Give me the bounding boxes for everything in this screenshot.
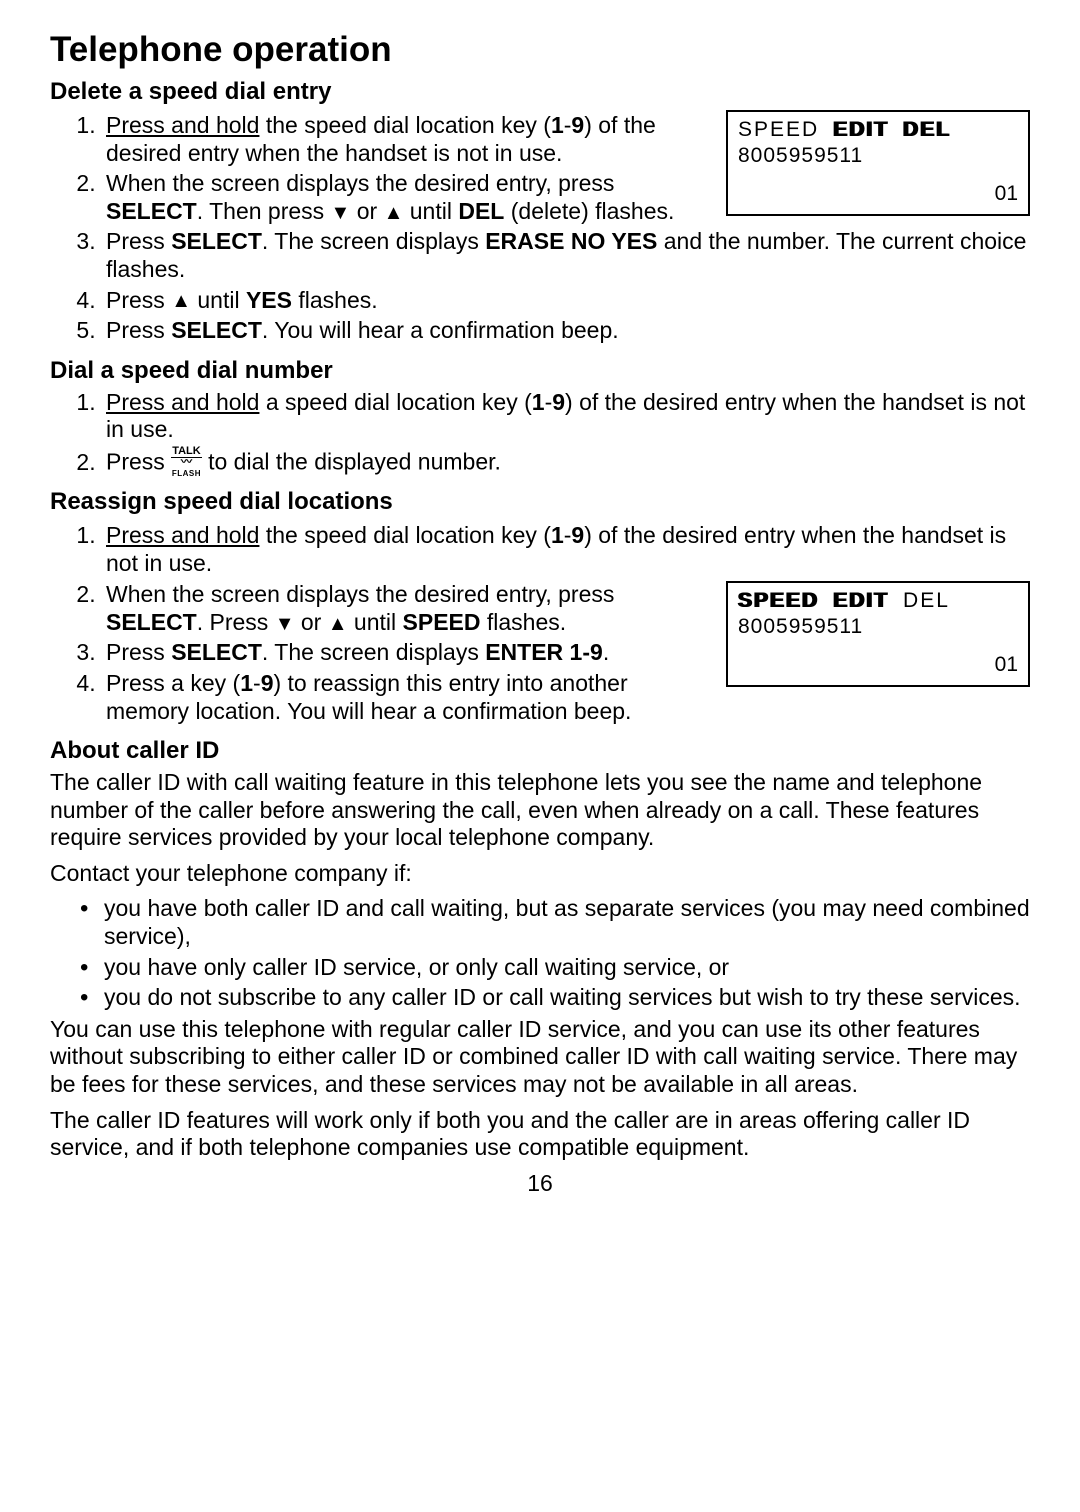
manual-page: Telephone operation Delete a speed dial … <box>0 0 1080 1217</box>
dial-steps: Press and hold a speed dial location key… <box>50 389 1030 480</box>
list-item: Press ▲ until YES flashes. <box>102 287 1030 315</box>
section-heading-dial: Dial a speed dial number <box>50 357 1030 385</box>
lcd-number: 8005959511 <box>738 144 1018 168</box>
section-heading-caller-id: About caller ID <box>50 737 1030 765</box>
talk-flash-icon: TALK〰FLASH <box>171 446 202 479</box>
up-arrow-icon: ▲ <box>171 291 191 311</box>
reassign-steps: Press and hold the speed dial location k… <box>50 522 1030 577</box>
list-item: you have only caller ID service, or only… <box>80 954 1030 982</box>
lcd-del: DEL <box>903 589 950 613</box>
lcd-edit: EDIT <box>833 118 889 142</box>
up-arrow-icon: ▲ <box>384 203 404 223</box>
lcd-edit: EDIT <box>833 589 889 613</box>
reassign-section: Press and hold the speed dial location k… <box>50 520 1030 729</box>
down-arrow-icon: ▼ <box>331 203 351 223</box>
list-item: Press TALK〰FLASH to dial the displayed n… <box>102 447 1030 480</box>
page-title: Telephone operation <box>50 30 1030 70</box>
caller-id-intro: The caller ID with call waiting feature … <box>50 769 1030 852</box>
list-item: Press SELECT. The screen displays ERASE … <box>102 228 1030 283</box>
section-heading-delete: Delete a speed dial entry <box>50 78 1030 106</box>
lcd-location: 01 <box>738 182 1018 206</box>
lcd-screen-del: SPEED EDIT DEL 8005959511 01 <box>726 110 1030 216</box>
section-heading-reassign: Reassign speed dial locations <box>50 488 1030 516</box>
page-number: 16 <box>50 1170 1030 1197</box>
up-arrow-icon: ▲ <box>328 614 348 634</box>
list-item: you have both caller ID and call waiting… <box>80 895 1030 950</box>
caller-id-note-2: The caller ID features will work only if… <box>50 1107 1030 1162</box>
lcd-number: 8005959511 <box>738 615 1018 639</box>
lcd-speed: SPEED <box>738 118 819 142</box>
caller-id-bullets: you have both caller ID and call waiting… <box>50 895 1030 1011</box>
list-item: Press and hold the speed dial location k… <box>102 522 1030 577</box>
lcd-screen-speed: SPEED EDIT DEL 8005959511 01 <box>726 581 1030 687</box>
list-item: Press SELECT. You will hear a confirmati… <box>102 317 1030 345</box>
delete-section: SPEED EDIT DEL 8005959511 01 Press and h… <box>50 110 1030 349</box>
lcd-del: DEL <box>903 118 951 142</box>
lcd-speed: SPEED <box>738 589 819 613</box>
list-item: Press and hold a speed dial location key… <box>102 389 1030 444</box>
list-item: you do not subscribe to any caller ID or… <box>80 984 1030 1012</box>
caller-id-note-1: You can use this telephone with regular … <box>50 1016 1030 1099</box>
down-arrow-icon: ▼ <box>275 614 295 634</box>
lcd-location: 01 <box>738 653 1018 677</box>
caller-id-contact-if: Contact your telephone company if: <box>50 860 1030 888</box>
